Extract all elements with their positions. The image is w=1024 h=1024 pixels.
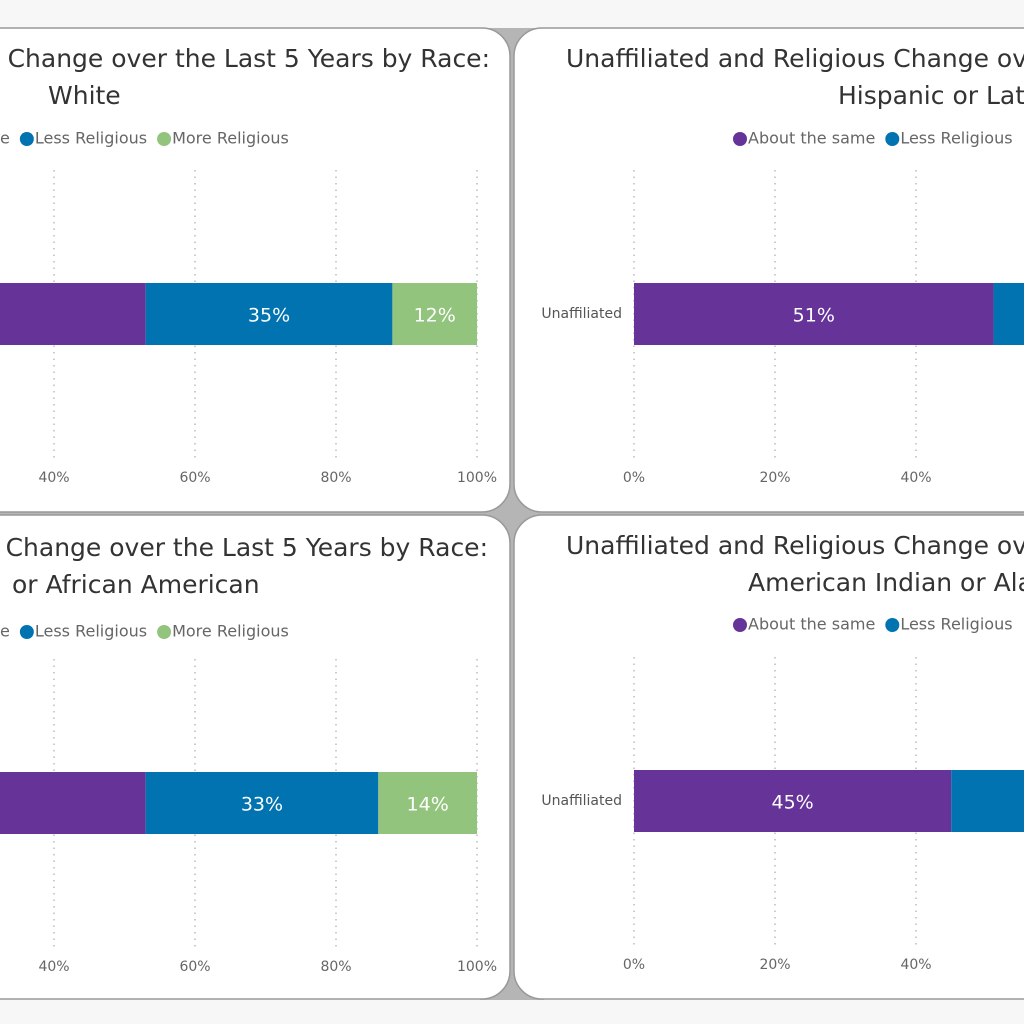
x-tick-label: 80% xyxy=(320,959,351,975)
chart-title: American Indian or Alas xyxy=(748,568,1024,597)
legend-label: About the same xyxy=(748,129,875,148)
x-tick-label: 80% xyxy=(320,470,351,486)
x-tick-label: 40% xyxy=(38,959,69,975)
data-label: 51% xyxy=(793,305,835,327)
bar-segment xyxy=(378,772,477,834)
x-tick-label: 40% xyxy=(38,470,69,486)
chart-title: or African American xyxy=(12,570,260,599)
bar-segment xyxy=(0,283,146,345)
panel xyxy=(0,27,511,513)
data-label: 33% xyxy=(241,794,283,816)
legend-marker xyxy=(19,132,34,146)
x-tick-label: 100% xyxy=(457,959,497,975)
chart-title: s Change over the Last 5 Years by Race: xyxy=(0,44,490,73)
legend-label: e xyxy=(0,129,10,148)
data-label: 12% xyxy=(414,305,456,327)
bar-segment xyxy=(634,770,952,832)
legend-label: e xyxy=(0,622,10,641)
x-tick-label: 20% xyxy=(759,470,790,486)
panel xyxy=(513,27,1024,513)
x-tick-label: 20% xyxy=(759,957,790,973)
category-label: Unaffiliated xyxy=(541,793,622,809)
chart-title: White xyxy=(48,81,121,110)
x-tick-label: 40% xyxy=(900,957,931,973)
bar-segment xyxy=(634,283,994,345)
x-tick-label: 40% xyxy=(900,470,931,486)
bar-segment xyxy=(145,772,379,834)
legend-label: More Religious xyxy=(172,622,289,641)
data-label: 35% xyxy=(248,305,290,327)
legend-marker xyxy=(19,625,34,639)
panel xyxy=(513,514,1024,1000)
x-tick-label: 0% xyxy=(623,470,645,486)
x-tick-label: 60% xyxy=(179,470,210,486)
chart-title: Change over the Last 5 Years by Race: xyxy=(6,533,488,562)
legend-marker xyxy=(733,132,747,146)
legend-label: Less Religious xyxy=(35,129,147,148)
bar-segment xyxy=(951,770,1024,832)
legend-marker xyxy=(157,132,172,146)
chart-title: Unaffiliated and Religious Change over xyxy=(566,44,1024,73)
chart-title: Unaffiliated and Religious Change over xyxy=(566,531,1024,560)
legend-marker xyxy=(885,618,900,632)
x-tick-label: 100% xyxy=(457,470,497,486)
category-label: Unaffiliated xyxy=(541,306,622,322)
data-label: 45% xyxy=(772,792,814,814)
legend-label: Less Religious xyxy=(35,622,147,641)
legend-marker xyxy=(733,618,747,632)
bar-segment xyxy=(993,283,1024,345)
legend-marker xyxy=(885,132,900,146)
bar-segment xyxy=(145,283,393,345)
legend-label: Less Religious xyxy=(900,129,1012,148)
x-tick-label: 60% xyxy=(179,959,210,975)
data-label: 14% xyxy=(407,794,449,816)
legend-label: About the same xyxy=(748,615,875,634)
chart-title: Hispanic or Latin xyxy=(838,81,1024,110)
x-tick-label: 0% xyxy=(623,957,645,973)
legend-label: Less Religious xyxy=(900,615,1012,634)
legend-label: More Religious xyxy=(172,129,289,148)
panel xyxy=(0,514,511,1000)
bar-segment xyxy=(392,283,477,345)
legend-marker xyxy=(157,625,172,639)
bar-segment xyxy=(0,772,146,834)
